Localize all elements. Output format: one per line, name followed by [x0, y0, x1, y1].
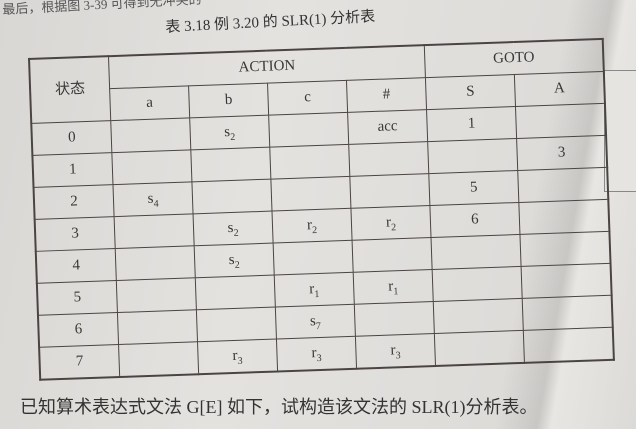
action-cell: s4	[112, 181, 194, 217]
action-cell: s2	[193, 211, 274, 246]
goto-cell	[432, 266, 523, 302]
action-cell: s2	[194, 243, 275, 278]
state-cell: 3	[34, 216, 116, 252]
goto-cell	[515, 103, 607, 139]
state-cell: 1	[32, 152, 113, 188]
goto-cell	[518, 199, 610, 235]
column-header: #	[346, 77, 427, 113]
action-cell	[268, 112, 349, 148]
action-cell	[354, 301, 435, 337]
state-cell: 4	[35, 248, 117, 284]
goto-cell	[519, 231, 611, 267]
action-cell	[116, 277, 197, 313]
action-cell	[115, 245, 196, 281]
action-cell: s7	[275, 304, 356, 340]
action-cell: r3	[197, 339, 278, 375]
exercise-text: 已知算术表达式文法 G[E] 如下，试构造该文法的 SLR(1)分析表。	[20, 397, 538, 417]
action-cell: r1	[274, 272, 355, 308]
column-header: c	[267, 80, 348, 116]
action-cell	[196, 307, 277, 342]
action-cell	[114, 213, 195, 249]
action-cell	[349, 173, 430, 209]
goto-cell	[521, 263, 612, 299]
action-cell	[110, 117, 191, 153]
action-cell: r2	[350, 205, 432, 241]
column-header: S	[425, 74, 516, 110]
action-cell	[270, 176, 351, 212]
column-header: a	[109, 85, 190, 121]
goto-cell: 5	[428, 170, 519, 206]
action-cell: r2	[271, 208, 353, 244]
action-cell	[111, 149, 192, 185]
goto-cell	[431, 234, 522, 270]
action-cell: r3	[355, 333, 436, 369]
table-caption: 表 3.18 例 3.20 的 SLR(1) 分析表	[165, 9, 376, 36]
goto-cell	[517, 167, 609, 203]
slr-parse-table: 状态 ACTION GOTO a b c # S A 0 s2 acc 1 1 3 2 s4 5…	[28, 37, 615, 381]
goto-cell: 1	[426, 106, 517, 142]
slr-table-wrapper: 状态 ACTION GOTO a b c # S A 0 s2 acc 1 1 3 2 s4 5…	[28, 37, 615, 381]
action-cell	[118, 341, 199, 377]
state-cell: 2	[33, 184, 115, 220]
facing-page-box	[604, 70, 636, 192]
state-cell: 5	[36, 280, 118, 316]
action-cell	[195, 275, 276, 310]
column-header: b	[188, 83, 269, 118]
action-cell: s2	[189, 115, 270, 150]
action-cell: acc	[347, 109, 428, 145]
action-cell	[190, 147, 271, 182]
preceding-text: 最后，根据图 3-39 可得到无冲突的	[2, 0, 202, 17]
state-cell: 7	[39, 344, 120, 380]
goto-cell: 3	[516, 135, 608, 171]
action-cell	[269, 144, 350, 180]
action-cell	[191, 179, 272, 214]
state-cell: 6	[37, 312, 119, 348]
goto-cell	[427, 138, 518, 174]
state-cell: 0	[31, 120, 112, 156]
goto-cell	[433, 298, 524, 334]
action-cell: r3	[276, 336, 357, 372]
action-cell	[117, 309, 198, 345]
action-cell	[273, 240, 354, 276]
state-header: 状态	[29, 56, 111, 124]
goto-cell	[523, 327, 614, 363]
goto-cell: 6	[429, 202, 520, 238]
action-cell	[352, 237, 433, 273]
goto-cell	[434, 330, 525, 366]
goto-cell	[522, 295, 613, 331]
action-cell: r1	[353, 269, 434, 305]
action-cell	[348, 141, 429, 177]
column-header: A	[514, 71, 605, 107]
